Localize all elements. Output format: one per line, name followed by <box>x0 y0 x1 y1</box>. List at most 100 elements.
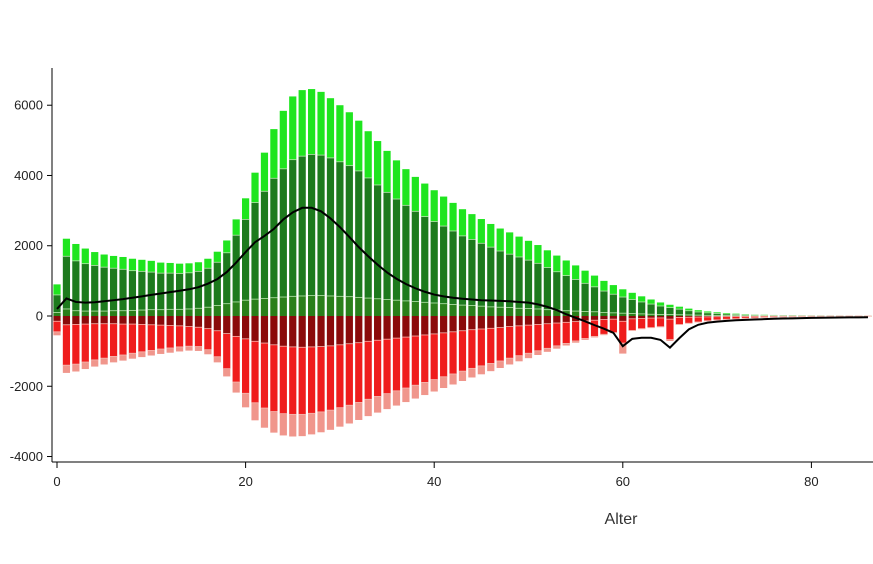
bar-segment <box>675 314 683 316</box>
bar-segment <box>562 275 570 311</box>
bar-segment <box>638 313 646 316</box>
bar-segment <box>496 327 504 361</box>
bar-segment <box>458 316 467 331</box>
bar-segment <box>270 178 278 298</box>
bar-segment <box>260 191 269 299</box>
bar-segment <box>100 323 108 359</box>
bar-segment <box>138 351 146 358</box>
bar-segment <box>524 316 533 326</box>
bar-segment <box>326 157 335 296</box>
bar-segment <box>506 232 514 255</box>
bar-segment <box>638 296 646 302</box>
bar-segment <box>109 268 118 311</box>
bar-segment <box>128 258 137 271</box>
bar-segment <box>534 316 542 325</box>
bar-segment <box>289 316 297 347</box>
bar-segment <box>91 323 99 360</box>
bar-segment <box>355 297 363 316</box>
bar-segment <box>53 331 61 336</box>
bar-segment <box>317 91 325 156</box>
bar-segment <box>53 294 61 313</box>
bar-segment <box>421 302 429 316</box>
bar-segment <box>213 305 221 316</box>
bar-segment <box>109 255 118 269</box>
bar-segment <box>251 402 259 421</box>
bar-segment <box>713 313 721 316</box>
bar-segment <box>590 286 599 312</box>
bar-segment <box>53 321 61 332</box>
bar-segment <box>355 316 363 343</box>
bar-segment <box>147 272 155 310</box>
bar-segment <box>534 245 542 264</box>
bar-segment <box>402 205 410 301</box>
bar-segment <box>374 298 382 316</box>
bar-segment <box>326 316 335 346</box>
bar-segment <box>308 295 316 316</box>
bar-segment <box>147 350 155 356</box>
bar-segment <box>722 313 731 316</box>
bar-segment <box>572 279 580 312</box>
bar-segment <box>628 299 636 314</box>
bar-segment <box>317 346 325 412</box>
bar-segment <box>770 316 778 318</box>
bar-segment <box>157 316 165 326</box>
bar-segment <box>81 324 89 363</box>
bar-segment <box>232 382 240 393</box>
bar-segment <box>515 308 523 316</box>
bar-segment <box>515 325 523 356</box>
bar-segment <box>572 340 580 343</box>
bar-segment <box>647 304 655 315</box>
bar-segment <box>440 196 448 227</box>
bar-segment <box>242 300 250 316</box>
x-axis-title: Alter <box>605 511 639 528</box>
bar-segment <box>308 316 316 347</box>
bar-segment <box>364 399 372 417</box>
bar-segment <box>175 263 184 274</box>
bar-segment <box>298 156 306 296</box>
y-tick-label: -4000 <box>10 449 43 464</box>
bar-segment <box>741 314 749 316</box>
bar-segment <box>279 297 287 316</box>
bar-segment <box>138 316 146 325</box>
bar-segment <box>289 296 297 316</box>
bar-segment <box>628 316 636 319</box>
bar-segment <box>477 306 485 316</box>
bar-segment <box>355 402 363 420</box>
bar-segment <box>194 316 203 328</box>
bar-segment <box>345 112 353 166</box>
bar-segment <box>317 155 325 296</box>
bar-segment <box>91 311 99 316</box>
bar-segment <box>496 316 504 328</box>
bar-segment <box>128 270 137 311</box>
bar-segment <box>119 256 127 270</box>
bar-segment <box>421 183 429 217</box>
y-tick-label: 0 <box>36 309 43 324</box>
bar-segment <box>392 160 401 200</box>
bar-segment <box>638 316 646 319</box>
bar-segment <box>581 320 589 339</box>
bar-segment <box>326 295 335 316</box>
bar-segment <box>477 365 485 375</box>
bar-segment <box>251 202 259 300</box>
bar-segment <box>279 110 287 169</box>
bar-segment <box>81 316 89 325</box>
bar-segment <box>109 316 118 324</box>
bar-segment <box>62 238 71 257</box>
bar-segment <box>128 310 137 316</box>
y-tick-label: -2000 <box>10 379 43 394</box>
bar-segment <box>600 319 608 335</box>
bar-segment <box>477 243 485 307</box>
bar-segment <box>449 230 457 305</box>
bar-segment <box>496 228 504 252</box>
bar-segment <box>411 336 419 386</box>
bar-segment <box>524 353 533 359</box>
bar-segment <box>430 379 438 392</box>
bar-segment <box>628 313 636 316</box>
bar-segment <box>185 346 193 351</box>
bar-segment <box>590 275 599 287</box>
bar-segment <box>223 252 231 304</box>
bar-segment <box>477 329 485 366</box>
bar-segment <box>430 333 438 380</box>
bar-segment <box>619 343 627 354</box>
bar-segment <box>430 221 438 303</box>
